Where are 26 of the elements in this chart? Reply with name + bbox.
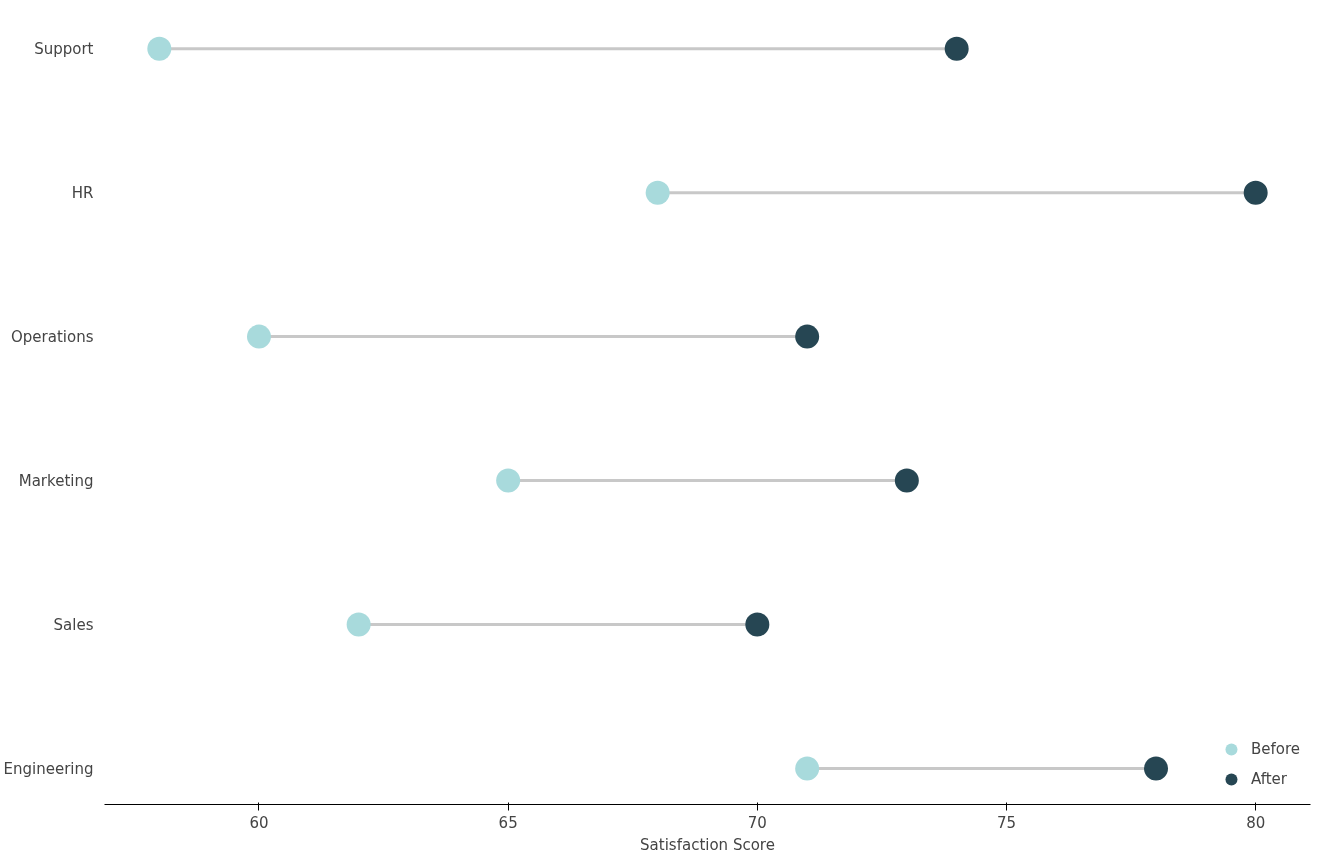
legend-label: Before [1250,740,1300,758]
x-axis-title: Satisfaction Score [640,835,775,854]
y-tick-label: Operations [11,327,94,346]
y-tick-label: Sales [53,615,94,634]
point [1144,756,1169,781]
point [346,612,371,637]
x-tick-label: 70 [747,813,767,832]
y-tick-label: Support [34,39,94,58]
point [894,468,919,493]
point [745,612,770,637]
point [1243,180,1268,205]
legend-label: After [1250,770,1287,788]
point [645,180,670,205]
point [795,756,820,781]
y-tick-label: Engineering [3,759,94,778]
point [944,36,969,61]
x-tick-label: 60 [249,813,269,832]
point [246,324,271,349]
y-tick-label: Marketing [18,471,94,490]
point [147,36,172,61]
point [496,468,521,493]
x-tick-label: 65 [498,813,518,832]
y-tick-label: HR [71,183,94,202]
x-tick-label: 80 [1246,813,1266,832]
point [795,324,820,349]
x-tick-label: 75 [996,813,1017,832]
